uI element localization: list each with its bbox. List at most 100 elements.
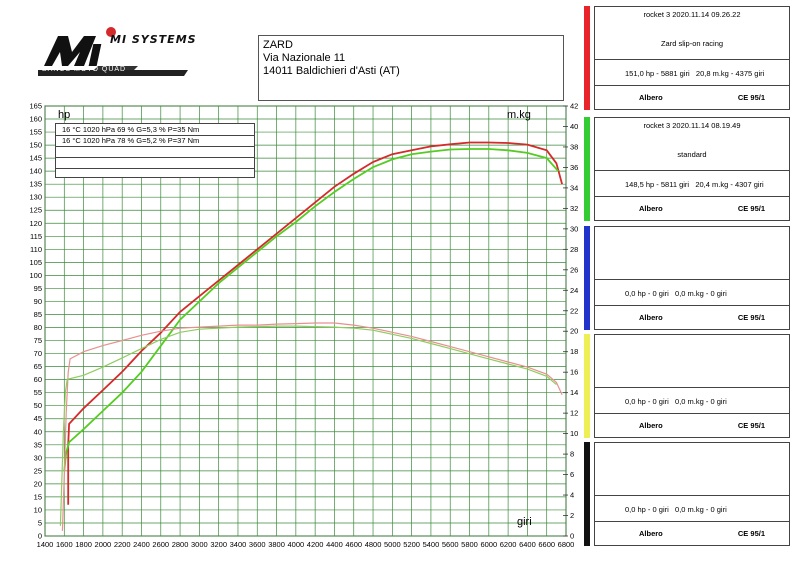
x-tick-label: 5600 [442, 540, 459, 549]
x-tick-label: 3800 [268, 540, 285, 549]
y-right-tick-label: 0 [570, 532, 574, 541]
x-tick-label: 5000 [384, 540, 401, 549]
y-left-tick-label: 85 [34, 310, 42, 319]
x-tick-label: 1600 [56, 540, 73, 549]
run-description: standard [677, 150, 707, 159]
run-max-power: 0,0 hp - 0 giri [625, 505, 669, 514]
run-color-bar [584, 6, 590, 110]
y-left-tick-label: 90 [34, 297, 42, 306]
y-right-tick-label: 28 [570, 245, 578, 254]
y-left-tick-label: 160 [29, 115, 42, 124]
x-tick-label: 1800 [75, 540, 92, 549]
run-standard: CE 95/1 [737, 93, 765, 102]
run-box: rocket 3 2020.11.14 09.26.22 Zard slip-on… [594, 6, 790, 110]
dyno-chart: 1400 1600 1800 2000 2200 2400 2600 2800 3000 3200… [29, 102, 578, 550]
run-shaft: Albero [639, 529, 663, 538]
series-line-m.kg-standard [59, 325, 557, 526]
y-left-tick-label: 105 [29, 258, 42, 267]
y-left-tick-label: 110 [30, 245, 42, 254]
run-max-torque: 20,8 m.kg - 4375 giri [695, 69, 765, 78]
run-panel-3: 0,0 hp - 0 giri 0,0 m.kg - 0 giri Albero C… [580, 226, 790, 330]
y-right-tick-label: 18 [570, 347, 578, 356]
run-results: 0,0 hp - 0 giri 0,0 m.kg - 0 giri [595, 289, 789, 298]
mkg-axis-label: m.kg [507, 109, 531, 121]
x-tick-label: 4000 [288, 540, 305, 549]
y-left-tick-label: 150 [29, 141, 42, 150]
run-header: rocket 3 2020.11.14 08.19.49 [643, 121, 741, 130]
run-panel-1: rocket 3 2020.11.14 09.26.22 Zard slip-on… [580, 6, 790, 110]
y-right-tick-label: 4 [570, 491, 574, 500]
run-shaft: Albero [639, 93, 663, 102]
y-left-tick-label: 0 [38, 532, 42, 541]
y-left-tick-label: 40 [34, 427, 42, 436]
x-tick-label: 6800 [558, 540, 575, 549]
y-left-tick-label: 80 [34, 323, 42, 332]
y-right-tick-label: 30 [570, 224, 578, 233]
y-left-tick-label: 95 [34, 284, 42, 293]
y-right-tick-label: 10 [570, 429, 578, 438]
run-standard: CE 95/1 [737, 204, 765, 213]
run-color-bar [584, 226, 590, 330]
run-panel-4: 0,0 hp - 0 giri 0,0 m.kg - 0 giri Albero C… [580, 334, 790, 438]
run-results: 148,5 hp - 5811 giri 20,4 m.kg - 4307 gi… [595, 180, 789, 189]
y-left-tick-label: 20 [34, 479, 42, 488]
x-tick-label: 3400 [230, 540, 247, 549]
run-panel-2: rocket 3 2020.11.14 08.19.49 standard 148,… [580, 117, 790, 221]
y-right-tick-label: 14 [570, 388, 578, 397]
customer-name: ZARD [263, 39, 293, 51]
run-box: 0,0 hp - 0 giri 0,0 m.kg - 0 giri Albero C… [594, 442, 790, 546]
conditions-row-1: 16 °C 1020 hPa 69 % G=5,3 % P=35 Nm [56, 124, 254, 136]
run-max-torque: 0,0 m.kg - 0 giri [675, 505, 727, 514]
x-tick-label: 3000 [191, 540, 208, 549]
run-header: rocket 3 2020.11.14 09.26.22 [643, 10, 741, 19]
y-right-tick-label: 36 [570, 163, 578, 172]
y-left-tick-label: 120 [29, 219, 42, 228]
y-left-tick-label: 30 [34, 453, 42, 462]
conditions-row-3 [56, 146, 254, 158]
x-tick-label: 4600 [345, 540, 362, 549]
y-right-tick-label: 6 [570, 470, 574, 479]
y-right-tick-label: 24 [570, 286, 578, 295]
run-max-torque: 0,0 m.kg - 0 giri [675, 397, 727, 406]
conditions-legend: 16 °C 1020 hPa 69 % G=5,3 % P=35 Nm 16 °… [55, 123, 255, 178]
series-line-hp-standard [63, 148, 559, 471]
y-right-tick-label: 12 [570, 409, 578, 418]
logo-tagline: BANCS MOTO QUAD [42, 66, 127, 73]
x-tick-label: 2000 [95, 540, 112, 549]
mi-systems-logo [38, 22, 198, 77]
x-tick-label: 2800 [172, 540, 189, 549]
x-tick-label: 4800 [365, 540, 382, 549]
y-right-tick-label: 32 [570, 204, 578, 213]
y-left-tick-label: 125 [29, 206, 42, 215]
customer-address-box: ZARD Via Nazionale 11 14011 Baldichieri … [258, 35, 564, 101]
y-left-tick-label: 25 [34, 466, 42, 475]
run-results: 0,0 hp - 0 giri 0,0 m.kg - 0 giri [595, 505, 789, 514]
y-left-tick-label: 55 [34, 388, 42, 397]
run-max-torque: 0,0 m.kg - 0 giri [675, 289, 727, 298]
y-left-tick-label: 145 [29, 154, 42, 163]
run-standard: CE 95/1 [737, 421, 765, 430]
y-right-tick-label: 40 [570, 122, 578, 131]
x-tick-label: 6000 [480, 540, 497, 549]
run-box: 0,0 hp - 0 giri 0,0 m.kg - 0 giri Albero C… [594, 334, 790, 438]
run-max-power: 151,0 hp - 5881 giri [625, 69, 690, 78]
y-left-tick-label: 10 [34, 505, 42, 514]
y-right-tick-label: 22 [570, 306, 578, 315]
run-color-bar [584, 117, 590, 221]
y-left-tick-label: 115 [30, 232, 42, 241]
y-left-tick-label: 165 [29, 102, 42, 111]
run-box: rocket 3 2020.11.14 08.19.49 standard 148,… [594, 117, 790, 221]
customer-street: Via Nazionale 11 [263, 52, 346, 64]
series-line-m.kg-zard [61, 322, 563, 531]
run-max-power: 0,0 hp - 0 giri [625, 397, 669, 406]
run-shaft: Albero [639, 421, 663, 430]
y-right-tick-label: 8 [570, 450, 574, 459]
run-box: 0,0 hp - 0 giri 0,0 m.kg - 0 giri Albero C… [594, 226, 790, 330]
x-tick-label: 4400 [326, 540, 343, 549]
y-right-tick-label: 16 [570, 368, 578, 377]
run-color-bar [584, 334, 590, 438]
logo-brand-text: MI SYSTEMS [110, 33, 197, 46]
conditions-row-4 [56, 157, 254, 169]
run-results: 0,0 hp - 0 giri 0,0 m.kg - 0 giri [595, 397, 789, 406]
conditions-row-2: 16 °C 1020 hPa 78 % G=5,2 % P=37 Nm [56, 135, 254, 147]
